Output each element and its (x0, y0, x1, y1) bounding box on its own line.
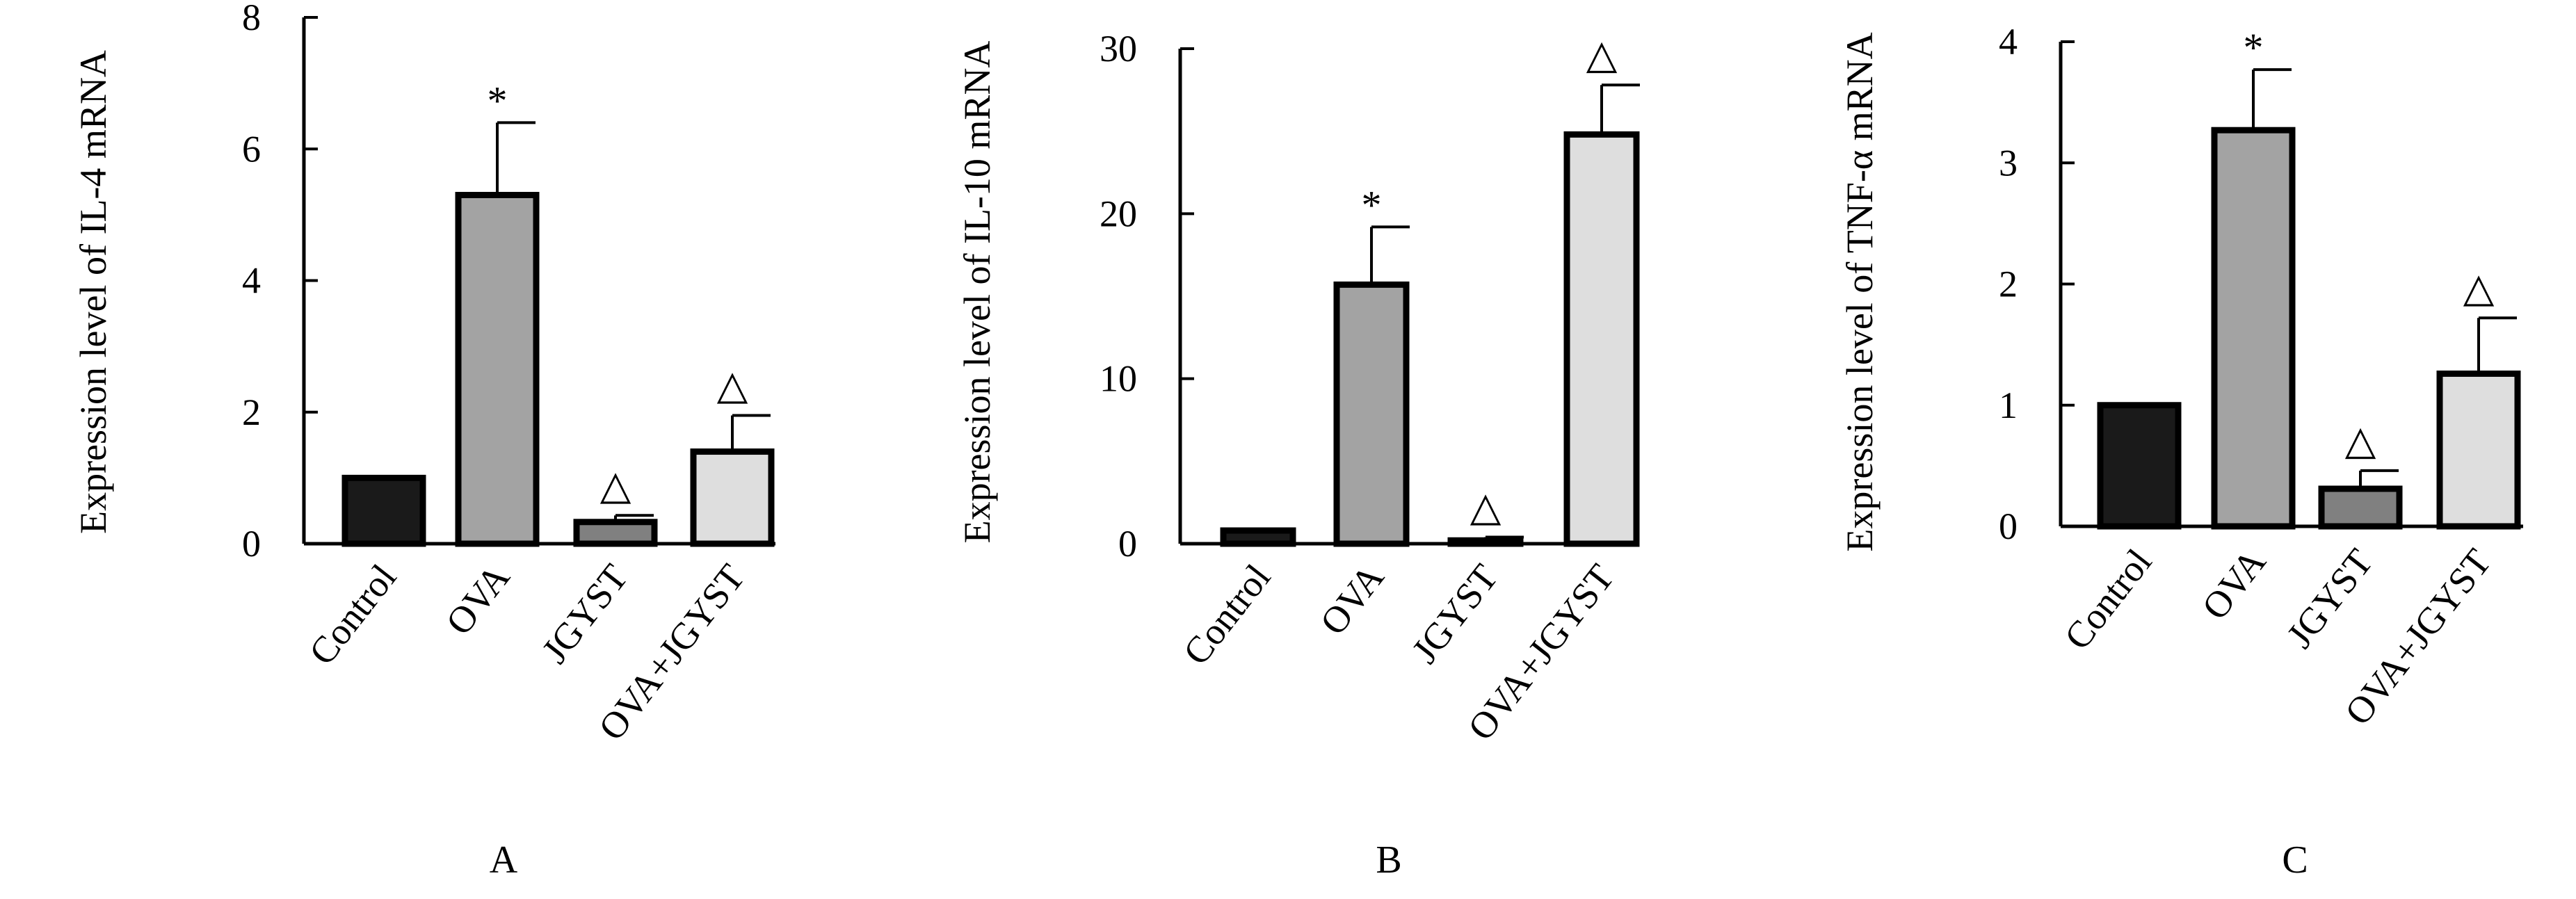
y-tick-label: 1 (1999, 384, 2018, 426)
y-tick-label: 0 (242, 523, 261, 565)
y-axis-title: Expression level of IL-4 mRNA (72, 50, 114, 534)
bar-ova (455, 191, 540, 547)
y-tick-label: 4 (1999, 21, 2018, 63)
significance-triangle: △ (1470, 485, 1502, 530)
panel-b: 0 10 20 30 Expression level of IL-10 mRNA Con… (956, 28, 1640, 882)
category-label: JGYST (533, 556, 636, 671)
bar-jgyst (1447, 537, 1524, 547)
panel-label: A (490, 839, 518, 882)
y-tick-label: 6 (242, 128, 261, 170)
category-label: Control (301, 556, 405, 672)
significance-star: * (1362, 182, 1382, 227)
y-tick-label: 2 (242, 391, 261, 433)
bar-ova-jgyst (1563, 131, 1640, 547)
bar-ova (2211, 127, 2296, 530)
category-label: JGYST (2278, 541, 2381, 656)
panel-a: 0 2 4 6 8 Expression level of IL-4 mRNA Contro… (72, 0, 775, 882)
category-label: Control (1175, 556, 1279, 672)
significance-triangle: △ (2345, 418, 2376, 463)
y-tick-label: 3 (1999, 142, 2018, 184)
category-label: JGYST (1403, 556, 1506, 671)
bar-jgyst (2318, 485, 2403, 530)
y-tick-label: 2 (1999, 264, 2018, 305)
bar-control (1220, 527, 1296, 547)
category-label: OVA (2193, 541, 2273, 627)
category-label: OVA (1312, 556, 1392, 642)
bar-jgyst (573, 519, 658, 547)
significance-star: * (2244, 25, 2264, 70)
category-label: Control (2056, 541, 2160, 657)
y-tick-label: 20 (1100, 193, 1137, 234)
bar-ova-jgyst (690, 448, 775, 547)
y-axis-title: Expression level of TNF-α mRNA (1839, 32, 1881, 551)
panel-label: C (2282, 839, 2308, 882)
bar-ova (1333, 281, 1410, 547)
significance-triangle: △ (1586, 32, 1618, 77)
bar-control (341, 474, 426, 547)
significance-triangle: △ (2463, 265, 2495, 310)
y-tick-label: 30 (1100, 28, 1137, 70)
y-axis-title: Expression level of IL-10 mRNA (956, 41, 998, 544)
y-tick-label: 10 (1100, 358, 1137, 400)
significance-star: * (488, 78, 508, 123)
bar-ova-jgyst (2436, 370, 2521, 530)
significance-triangle: △ (717, 362, 748, 407)
y-tick-label: 8 (242, 0, 261, 38)
y-tick-label: 0 (1118, 523, 1137, 565)
y-tick-label: 4 (242, 260, 261, 302)
bar-control (2097, 402, 2182, 530)
panel-label: B (1376, 839, 1401, 882)
significance-triangle: △ (600, 462, 631, 508)
category-label: OVA (437, 556, 517, 642)
y-tick-label: 0 (1999, 505, 2018, 547)
panel-c: 0 1 2 3 4 Expression level of TNF-α mRNA Contr… (1839, 21, 2523, 882)
